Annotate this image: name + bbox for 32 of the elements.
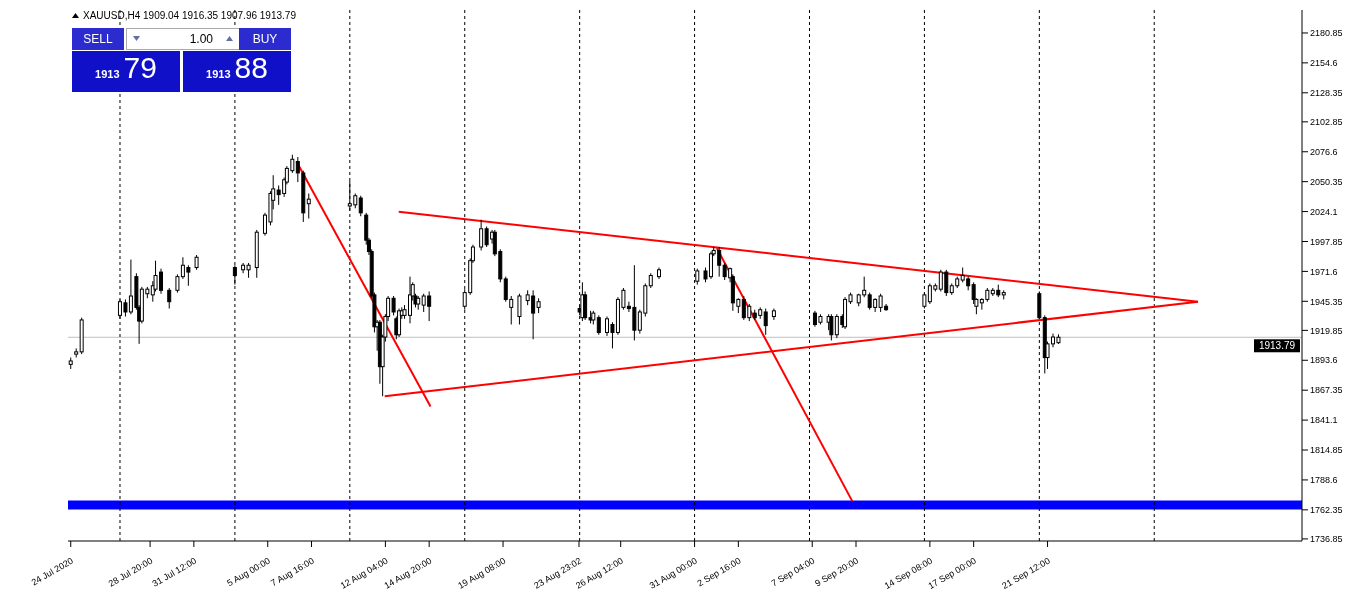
y-tick-label: 2180.85 [1310, 28, 1343, 39]
y-tick-label: 2128.35 [1310, 87, 1343, 98]
y-tick-label: 2024.1 [1310, 206, 1338, 217]
x-tick-label: 19 Aug 08:00 [456, 555, 508, 591]
annotation: 1.00 [189, 32, 213, 46]
y-tick-label: 2102.85 [1310, 117, 1343, 128]
y-tick-label: 2154.6 [1310, 58, 1338, 69]
annotation: 88 [234, 51, 268, 85]
y-tick-label: 1762.35 [1310, 505, 1343, 516]
y-tick-label: 1867.35 [1310, 385, 1343, 396]
y-tick-label: 2076.6 [1310, 146, 1338, 157]
y-tick-label: 1919.85 [1310, 325, 1343, 336]
annotation: 1913 [206, 68, 231, 80]
ref-line-label: 1913.79 [1258, 340, 1296, 352]
x-tick-label: 24 Jul 2020 [29, 555, 75, 588]
x-tick-label: 5 Aug 00:00 [225, 555, 272, 589]
y-tick-label: 1971.6 [1310, 266, 1338, 277]
x-tick-label: 7 Aug 16:00 [269, 555, 316, 589]
annotation: 1913 [95, 68, 120, 80]
y-tick-label: 1945.35 [1310, 296, 1343, 307]
y-tick-label: 1893.6 [1310, 355, 1338, 366]
chart-title: XAUUSD,H4 1909.04 1916.35 1907.96 1913.79 [83, 10, 296, 21]
annotation: BUY [239, 28, 291, 50]
annotation: 79 [123, 51, 157, 85]
annotation: SELL [72, 28, 124, 50]
x-tick-label: 21 Sep 12:00 [1000, 555, 1052, 592]
y-tick-label: 1841.1 [1310, 415, 1338, 426]
y-tick-label: 1788.6 [1310, 475, 1338, 486]
y-tick-label: 2050.35 [1310, 176, 1343, 187]
y-tick-label: 1997.85 [1310, 236, 1343, 247]
y-tick-label: 1814.85 [1310, 445, 1343, 456]
y-tick-label: 1736.85 [1310, 534, 1343, 545]
